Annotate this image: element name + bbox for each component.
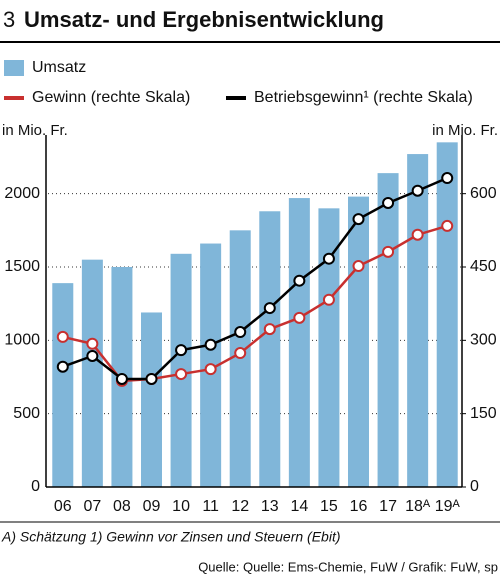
bar <box>436 142 458 488</box>
bar <box>377 173 399 487</box>
bar <box>318 208 340 488</box>
x-tick-label: 18ᴬ <box>405 498 431 515</box>
y2-tick-label: 450 <box>470 258 497 275</box>
marker <box>145 372 158 385</box>
x-tick-label: 19ᴬ <box>435 498 461 515</box>
x-tick-label: 16 <box>350 498 368 515</box>
x-tick-label: 17 <box>379 498 397 515</box>
marker <box>115 372 128 385</box>
marker <box>322 293 335 306</box>
y-tick-label: 500 <box>13 405 40 422</box>
marker <box>411 184 424 197</box>
footnote: A) Schätzung 1) Gewinn vor Zinsen und St… <box>1 529 341 545</box>
y2-tick-label: 300 <box>470 332 497 349</box>
x-tick-label: 11 <box>202 498 219 515</box>
marker <box>382 196 395 209</box>
y-tick-label: 1000 <box>4 332 40 349</box>
marker <box>86 337 99 350</box>
bar <box>348 196 369 487</box>
y-tick-label: 1500 <box>4 258 40 275</box>
y2-tick-label: 600 <box>470 185 497 202</box>
y2-tick-label: 0 <box>470 478 479 495</box>
marker <box>352 213 365 226</box>
source: Quelle: Quelle: Ems-Chemie, FuW / Grafik… <box>198 559 498 574</box>
bar <box>81 259 103 487</box>
x-tick-label: 07 <box>83 498 101 515</box>
x-tick-label: 06 <box>54 498 72 515</box>
marker <box>175 344 188 357</box>
marker <box>234 326 247 339</box>
x-tick-label: 10 <box>172 498 190 515</box>
marker <box>263 302 276 315</box>
y-axis-label: in Mio. Fr. <box>2 122 68 139</box>
bar <box>288 198 310 488</box>
y2-tick-label: 150 <box>470 405 497 422</box>
marker <box>352 260 365 273</box>
marker <box>234 347 247 360</box>
chart-title: Umsatz- und Ergebnisentwicklung <box>24 7 384 32</box>
marker <box>293 311 306 324</box>
y-tick-label: 0 <box>31 478 40 495</box>
chart-number: 3 <box>3 7 15 32</box>
marker <box>441 172 454 185</box>
marker <box>293 274 306 287</box>
bar <box>52 283 74 487</box>
bar <box>259 211 281 487</box>
y-tick-label: 2000 <box>4 185 40 202</box>
x-tick-label: 12 <box>231 498 249 515</box>
marker <box>411 228 424 241</box>
marker <box>86 349 99 362</box>
x-tick-label: 08 <box>113 498 131 515</box>
marker <box>56 360 69 373</box>
bar <box>141 312 162 487</box>
marker <box>382 245 395 258</box>
bar <box>407 154 429 488</box>
marker <box>175 368 188 381</box>
legend-label: Umsatz <box>32 59 86 76</box>
x-tick-label: 09 <box>143 498 161 515</box>
x-tick-label: 15 <box>320 498 338 515</box>
marker <box>322 252 335 265</box>
legend-label: Betriebsgewinn¹ (rechte Skala) <box>254 89 473 106</box>
marker <box>263 323 276 336</box>
legend-swatch <box>4 60 24 76</box>
y2-axis-label: in Mio. Fr. <box>432 122 498 139</box>
marker <box>204 363 217 376</box>
marker <box>441 219 454 232</box>
marker <box>56 330 69 343</box>
x-tick-label: 14 <box>290 498 308 515</box>
x-tick-label: 13 <box>261 498 279 515</box>
legend-label: Gewinn (rechte Skala) <box>32 89 190 106</box>
marker <box>204 338 217 351</box>
